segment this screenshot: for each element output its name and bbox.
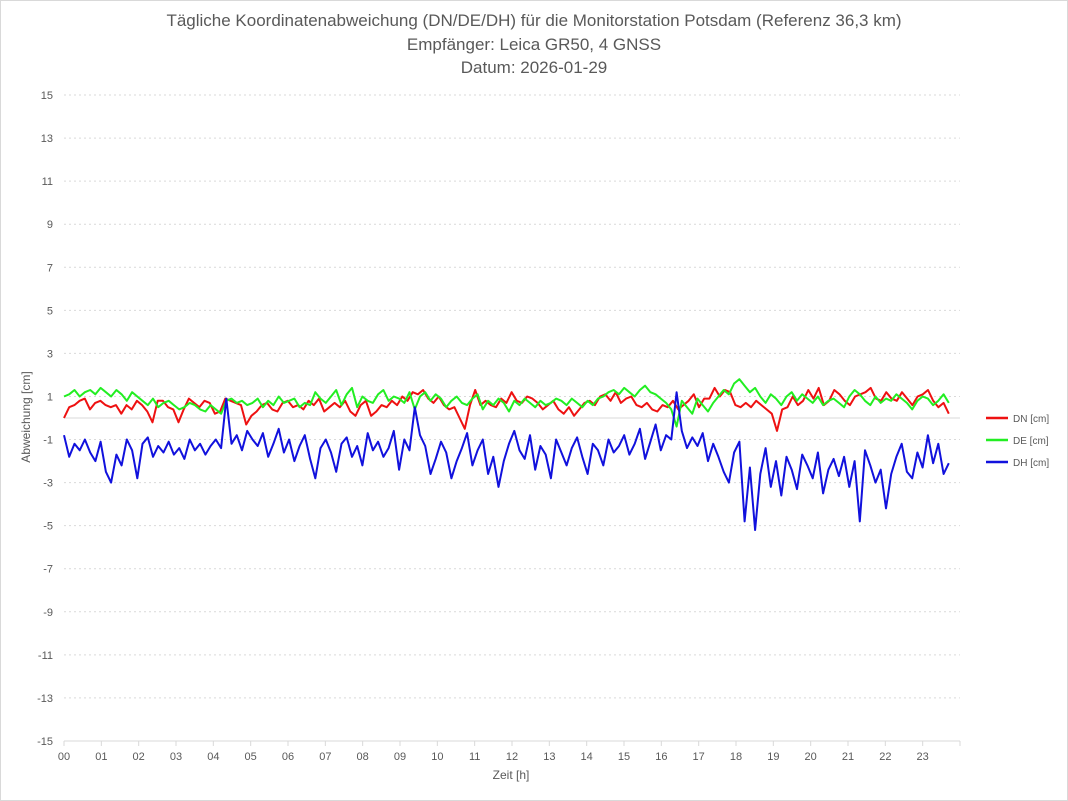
y-tick-label: -15: [37, 736, 53, 748]
chart-subtitle-date: Datum: 2026-01-29: [460, 58, 608, 77]
x-tick-label: 14: [581, 751, 593, 763]
series-line-dh: [63, 391, 950, 531]
y-tick-label: -7: [43, 564, 53, 576]
series-line-dn: [63, 386, 950, 432]
x-tick-label: 15: [618, 751, 630, 763]
x-axis-ticks: 00 01 02 03 04 05 06 07 08 09 10 11 12 13 14 15 16 17 18 19…: [58, 741, 961, 763]
chart-subtitle-receiver: Empfänger: Leica GR50, 4 GNSS: [406, 35, 662, 54]
y-tick-label: -11: [38, 650, 53, 662]
x-tick-label: 10: [431, 751, 443, 763]
legend-label: DH [cm]: [1013, 458, 1049, 469]
x-tick-label: 01: [95, 751, 107, 763]
legend-label: DE [cm]: [1013, 436, 1049, 447]
chart-title: Tägliche Koordinatenabweichung (DN/DE/DH…: [166, 11, 902, 30]
y-tick-label: 9: [47, 219, 53, 231]
x-tick-label: 23: [917, 751, 929, 763]
legend: DN [cm] DE [cm] DH [cm]: [986, 414, 1049, 469]
y-tick-label: -3: [43, 478, 53, 490]
y-tick-label: -13: [37, 693, 53, 705]
y-tick-label: 13: [41, 133, 53, 145]
x-tick-label: 04: [207, 751, 219, 763]
x-tick-label: 08: [357, 751, 369, 763]
y-tick-label: -5: [43, 521, 53, 533]
x-tick-label: 20: [805, 751, 817, 763]
gridlines: [64, 94, 960, 699]
x-tick-label: 11: [469, 751, 480, 763]
y-tick-label: 3: [47, 348, 53, 360]
y-tick-label: 1: [47, 391, 53, 403]
x-tick-label: 18: [730, 751, 742, 763]
y-tick-label: -1: [43, 435, 53, 447]
x-tick-label: 17: [693, 751, 705, 763]
series-lines: [63, 378, 950, 531]
x-tick-label: 22: [879, 751, 891, 763]
x-tick-label: 16: [655, 751, 667, 763]
x-tick-label: 09: [394, 751, 406, 763]
x-tick-label: 02: [133, 751, 145, 763]
y-tick-label: 11: [42, 176, 53, 188]
y-tick-label: 5: [47, 305, 53, 317]
x-tick-label: 21: [842, 751, 854, 763]
x-tick-label: 06: [282, 751, 294, 763]
x-tick-label: 05: [245, 751, 257, 763]
x-tick-label: 13: [543, 751, 555, 763]
x-tick-label: 12: [506, 751, 518, 763]
x-tick-label: 00: [58, 751, 70, 763]
legend-label: DN [cm]: [1013, 414, 1049, 425]
x-tick-label: 07: [319, 751, 331, 763]
series-line-de: [63, 378, 950, 428]
y-tick-label: 7: [47, 262, 53, 274]
x-axis-label: Zeit [h]: [493, 768, 530, 782]
y-tick-label: -9: [43, 607, 53, 619]
y-axis-ticks: 15 13 11 9 7 5 3 1 -1 -3 -5 -7 -9 -11 -13 -15: [37, 90, 53, 748]
x-tick-label: 19: [767, 751, 779, 763]
y-axis-label: Abweichung [cm]: [19, 371, 33, 462]
y-tick-label: 15: [41, 90, 53, 102]
x-tick-label: 03: [170, 751, 182, 763]
